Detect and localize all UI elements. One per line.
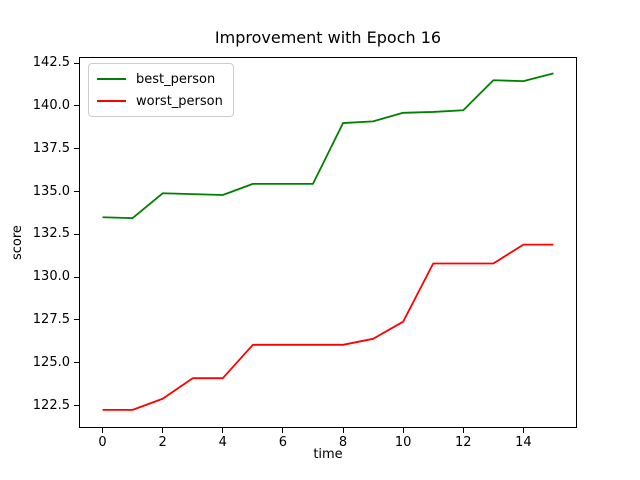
x-axis-label: time	[313, 447, 343, 462]
x-tick-mark	[222, 428, 224, 433]
legend-entry-worst-person: worst_person	[97, 90, 223, 112]
y-tick-mark	[74, 148, 79, 150]
y-tick-label: 137.5	[32, 140, 70, 156]
y-tick-label: 125.0	[32, 354, 70, 370]
x-tick-mark	[462, 428, 464, 433]
x-tick-label: 6	[278, 435, 288, 450]
x-tick-mark	[522, 428, 524, 433]
y-tick-mark	[74, 105, 79, 107]
x-tick-mark	[102, 428, 104, 433]
plot-area: 122.5 125.0 127.5 130.0 132.5 135.0 137.5 140.0…	[33, 55, 577, 450]
y-tick-mark	[74, 191, 79, 193]
y-tick-mark	[74, 319, 79, 321]
x-tick-label: 4	[218, 435, 227, 450]
y-tick-mark	[74, 362, 79, 364]
x-tick-label: 0	[98, 435, 107, 450]
y-tick-label: 127.5	[32, 311, 70, 327]
y-tick-label: 140.0	[32, 97, 70, 113]
legend-entry-best-person: best_person	[97, 68, 223, 90]
legend-line-sample-red	[97, 100, 126, 102]
y-tick-label: 122.5	[32, 397, 70, 413]
x-tick-label: 2	[158, 435, 167, 450]
x-tick-mark	[282, 428, 284, 433]
y-tick-label: 132.5	[32, 226, 70, 242]
legend-label-worst-person: worst_person	[136, 93, 223, 109]
x-tick-mark	[402, 428, 404, 433]
legend-label-best-person: best_person	[136, 71, 216, 87]
x-tick-label: 12	[454, 435, 472, 450]
chart-title: Improvement with Epoch 16	[214, 28, 442, 47]
legend-line-sample-green	[97, 78, 126, 80]
chart-canvas	[102, 72, 554, 411]
x-tick-label: 14	[515, 435, 532, 450]
y-tick-label: 135.0	[32, 183, 70, 199]
y-tick-mark	[74, 233, 79, 235]
x-tick-label: 8	[338, 435, 348, 450]
x-tick-mark	[162, 428, 164, 433]
legend: best_person worst_person	[88, 63, 234, 117]
line-best_person	[102, 72, 554, 220]
y-tick-mark	[74, 62, 79, 64]
y-tick-label: 142.5	[32, 55, 70, 71]
line-worst_person	[102, 243, 554, 411]
x-tick-label: 10	[394, 435, 412, 450]
y-tick-mark	[74, 276, 79, 278]
x-tick-mark	[342, 428, 344, 433]
y-tick-mark	[74, 405, 79, 407]
y-tick-label: 130.0	[32, 269, 70, 285]
